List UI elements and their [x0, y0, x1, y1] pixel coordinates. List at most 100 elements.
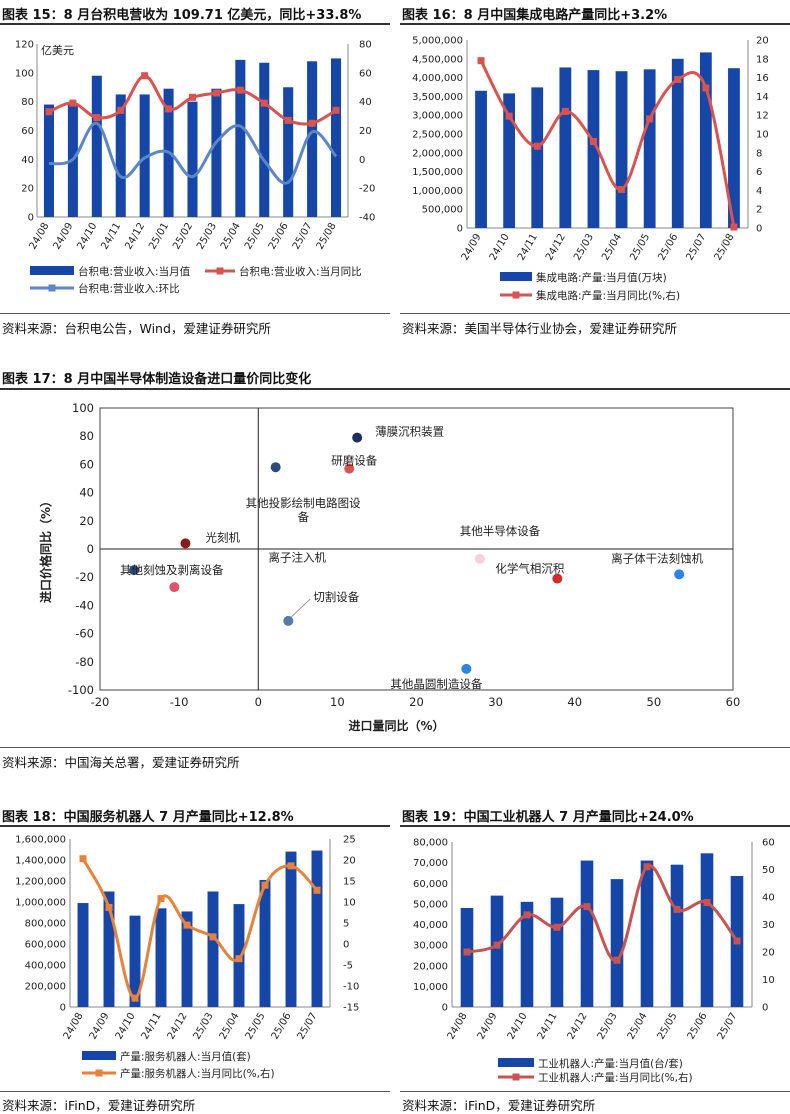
c16-x-tick: 24/11 — [516, 232, 540, 262]
c15-x-tick: 25/06 — [267, 221, 291, 251]
c16-legend-label: 集成电路:产量:当月同比(%,右) — [536, 289, 680, 302]
c19-source-rule — [400, 1091, 790, 1092]
c15-marker — [45, 108, 53, 116]
c16-marker — [618, 185, 626, 193]
c16-x-tick: 25/04 — [600, 232, 624, 262]
c16-marker — [533, 142, 541, 150]
c15-y-tick: 20 — [21, 184, 34, 195]
c18-marker — [261, 881, 269, 889]
c19-marker — [613, 956, 621, 964]
c18-marker — [209, 933, 217, 941]
c15-bar — [235, 59, 246, 217]
c18-x-tick: 24/11 — [140, 1011, 164, 1041]
c17-extra-label: 离子注入机 — [269, 551, 327, 565]
c15-marker — [141, 72, 149, 80]
c18-source: 资料来源：iFinD，爱建证券研究所 — [2, 1098, 196, 1113]
c15-marker — [93, 114, 101, 122]
c15-x-tick: 24/10 — [75, 221, 99, 251]
c17-y-tick: -20 — [75, 570, 94, 584]
c16-marker — [730, 223, 738, 231]
c19-y2-tick: 0 — [762, 1003, 768, 1014]
c17-point-label: 其他刻蚀及剥离设备 — [120, 563, 224, 577]
c19-line-1 — [466, 864, 739, 962]
c15-x-tick: 25/05 — [243, 221, 267, 251]
c16-source: 资料来源：美国半导体行业协会，爱建证券研究所 — [402, 321, 678, 336]
c17-y-tick: -80 — [75, 655, 94, 669]
c15-bar — [187, 101, 198, 217]
c18-x-tick: 25/06 — [270, 1011, 294, 1041]
c15-marker — [189, 93, 196, 101]
c19-marker — [583, 903, 591, 911]
c15-y-tick: 100 — [15, 68, 34, 79]
c15-x-tick: 24/08 — [28, 221, 52, 251]
c19-y-tick: 40,000 — [413, 920, 448, 931]
c15-y2-tick: 80 — [359, 40, 372, 51]
c15-source-rule — [0, 313, 390, 314]
c16-y-tick: 5,000,000 — [412, 36, 463, 47]
c17-x-tick: -10 — [170, 695, 189, 709]
c18-marker — [313, 886, 321, 894]
c17-point — [344, 463, 355, 474]
c18-y-tick: 800,000 — [25, 919, 66, 930]
c15-bar — [283, 87, 294, 217]
c19-bar — [460, 908, 474, 1007]
c16-marker — [561, 107, 569, 115]
c15-x-tick: 24/09 — [52, 221, 76, 251]
c15-y-tick: 120 — [15, 40, 34, 51]
c19-marker — [523, 911, 531, 919]
c15-line-2 — [48, 121, 338, 185]
c16-x-tick: 25/05 — [628, 232, 652, 262]
c16-y-tick: 1,500,000 — [412, 167, 463, 178]
c19-x-tick: 25/05 — [656, 1011, 680, 1041]
c17-x-tick: 20 — [409, 695, 424, 709]
c18-y2-tick: 10 — [343, 898, 356, 909]
c19-bar — [550, 897, 564, 1007]
c15-legend-label: 台积电:营业收入:环比 — [78, 282, 180, 295]
c15-marker — [236, 86, 244, 94]
c19-y-tick: 20,000 — [413, 961, 448, 972]
c15-y-tick: 60 — [21, 126, 34, 137]
c18-legend-marker — [95, 1069, 103, 1077]
c19-bar — [670, 864, 684, 1007]
c16-x-tick: 24/12 — [544, 232, 568, 262]
c16-bar — [531, 87, 544, 228]
c15-bar — [43, 104, 54, 217]
c16-y-tick: 0 — [457, 224, 463, 235]
c19-legend-swatch — [498, 1058, 534, 1067]
c17-point — [552, 573, 563, 584]
c17-y-tick: 20 — [79, 514, 94, 528]
c19-y2-tick: 40 — [762, 893, 775, 904]
c18-y2-tick: 5 — [343, 919, 349, 930]
c19-marker — [643, 863, 651, 871]
c16-y-tick: 4,500,000 — [412, 54, 463, 65]
c18-y-tick: 0 — [60, 1003, 66, 1014]
c19-y2-tick: 30 — [762, 920, 775, 931]
c18-y2-tick: -5 — [343, 961, 353, 972]
c19-top-rule — [400, 825, 790, 827]
c16-y-tick: 2,000,000 — [412, 148, 463, 159]
c16-x-tick: 25/03 — [572, 232, 596, 262]
c18-marker — [183, 921, 191, 929]
c15-title: 图表 15：8 月台积电营收为 109.71 亿美元，同比+33.8% — [2, 8, 362, 23]
c15-marker — [212, 89, 220, 97]
c16-title: 图表 16：8 月中国集成电路产量同比+3.2% — [402, 8, 668, 23]
c16-y2-tick: 8 — [756, 148, 762, 159]
c19-y-tick: 60,000 — [413, 879, 448, 890]
c15-x-tick: 25/02 — [171, 221, 195, 251]
c19-marker — [463, 948, 471, 956]
c17-point — [283, 615, 294, 626]
c15-unit-label: 亿美元 — [41, 44, 74, 57]
c16-line-1 — [479, 60, 736, 228]
c15-y2-tick: 20 — [359, 126, 372, 137]
c18-marker — [131, 994, 139, 1002]
c19-x-tick: 24/10 — [506, 1011, 530, 1041]
c17-point — [674, 569, 685, 580]
c19-y-tick: 10,000 — [413, 982, 448, 993]
c18-x-tick: 25/03 — [192, 1011, 216, 1041]
c19-legend-label: 工业机器人:产量:当月同比(%,右) — [538, 1071, 693, 1084]
c18-title: 图表 18：中国服务机器人 7 月产量同比+12.8% — [2, 810, 294, 825]
c16-y-tick: 4,000,000 — [412, 73, 463, 84]
c18-line-1 — [81, 858, 319, 1000]
c18-y-tick: 1,600,000 — [15, 835, 66, 846]
c19-title: 图表 19：中国工业机器人 7 月产量同比+24.0% — [402, 810, 694, 825]
